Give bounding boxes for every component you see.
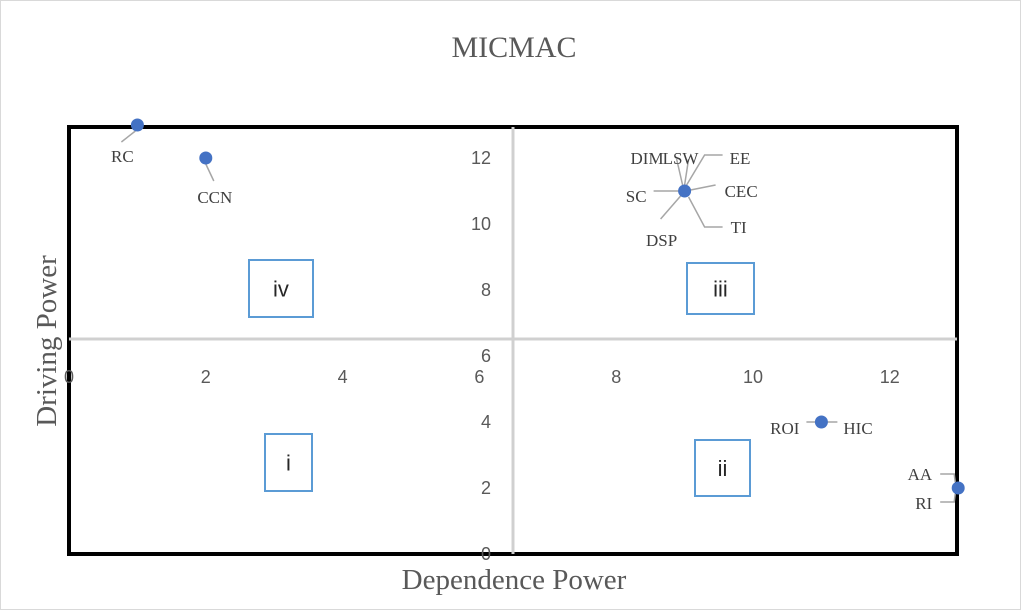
point-label-aa: AA	[908, 465, 933, 484]
data-point	[814, 415, 828, 429]
x-tick-label: 6	[474, 367, 484, 387]
chart-title: MICMAC	[451, 31, 576, 64]
point-label-dsp: DSP	[646, 231, 677, 250]
x-tick-label: 8	[611, 367, 621, 387]
data-point	[130, 118, 144, 132]
label-connector	[683, 158, 690, 186]
y-axis-title: Driving Power	[31, 255, 63, 427]
point-labels: RC CCN DIM LSW EE SC CEC DSP TI ROI HIC AA RI	[111, 147, 933, 513]
quadrant-label-ii: ii	[718, 456, 728, 481]
label-connector	[690, 184, 716, 191]
y-tick-label: 12	[471, 148, 491, 168]
point-label-dim: DIM	[631, 149, 664, 168]
point-label-ri: RI	[915, 494, 932, 513]
data-point	[678, 184, 692, 198]
point-label-ti: TI	[731, 218, 747, 237]
label-connector	[687, 196, 723, 228]
x-tick-label: 12	[880, 367, 900, 387]
quadrant-box-iii	[686, 262, 755, 315]
y-tick-label: 10	[471, 214, 491, 234]
x-tick-label: 10	[743, 367, 763, 387]
label-connector	[685, 154, 723, 186]
label-connector	[940, 473, 956, 483]
y-tick-label: 4	[481, 412, 491, 432]
point-label-roi: ROI	[770, 419, 800, 438]
tick-labels: 0 2 4 6 8 10 12 0 2 4 6 8 10 12	[64, 148, 900, 564]
x-tick-label: 2	[201, 367, 211, 387]
point-label-sc: SC	[626, 187, 647, 206]
x-tick-label: 4	[338, 367, 348, 387]
data-point	[951, 481, 965, 495]
y-tick-label: 8	[481, 280, 491, 300]
label-connector	[660, 195, 682, 220]
point-label-ccn: CCN	[197, 188, 232, 207]
quadrant-label-i: i	[286, 451, 291, 476]
quadrant-box-i	[264, 433, 313, 492]
point-label-cec: CEC	[725, 182, 758, 201]
quadrant-box-ii	[694, 439, 751, 497]
point-label-ee: EE	[730, 149, 751, 168]
label-connector	[205, 163, 215, 182]
label-connector	[675, 158, 684, 186]
quadrant-label-iii: iii	[713, 277, 728, 302]
point-label-lsw: LSW	[663, 149, 700, 168]
quadrant-label-iv: iv	[273, 277, 289, 302]
y-tick-label: 6	[481, 346, 491, 366]
x-axis-title: Dependence Power	[402, 564, 627, 596]
data-point	[199, 151, 213, 165]
point-label-rc: RC	[111, 147, 134, 166]
y-tick-label: 2	[481, 478, 491, 498]
label-connector	[120, 130, 136, 143]
y-tick-label: 0	[481, 544, 491, 564]
label-connectors	[120, 130, 956, 503]
quadrant-box-iv	[248, 259, 314, 318]
x-tick-label: 0	[64, 367, 74, 387]
point-label-hic: HIC	[843, 419, 872, 438]
label-connector	[940, 493, 956, 503]
data-points	[130, 118, 965, 495]
